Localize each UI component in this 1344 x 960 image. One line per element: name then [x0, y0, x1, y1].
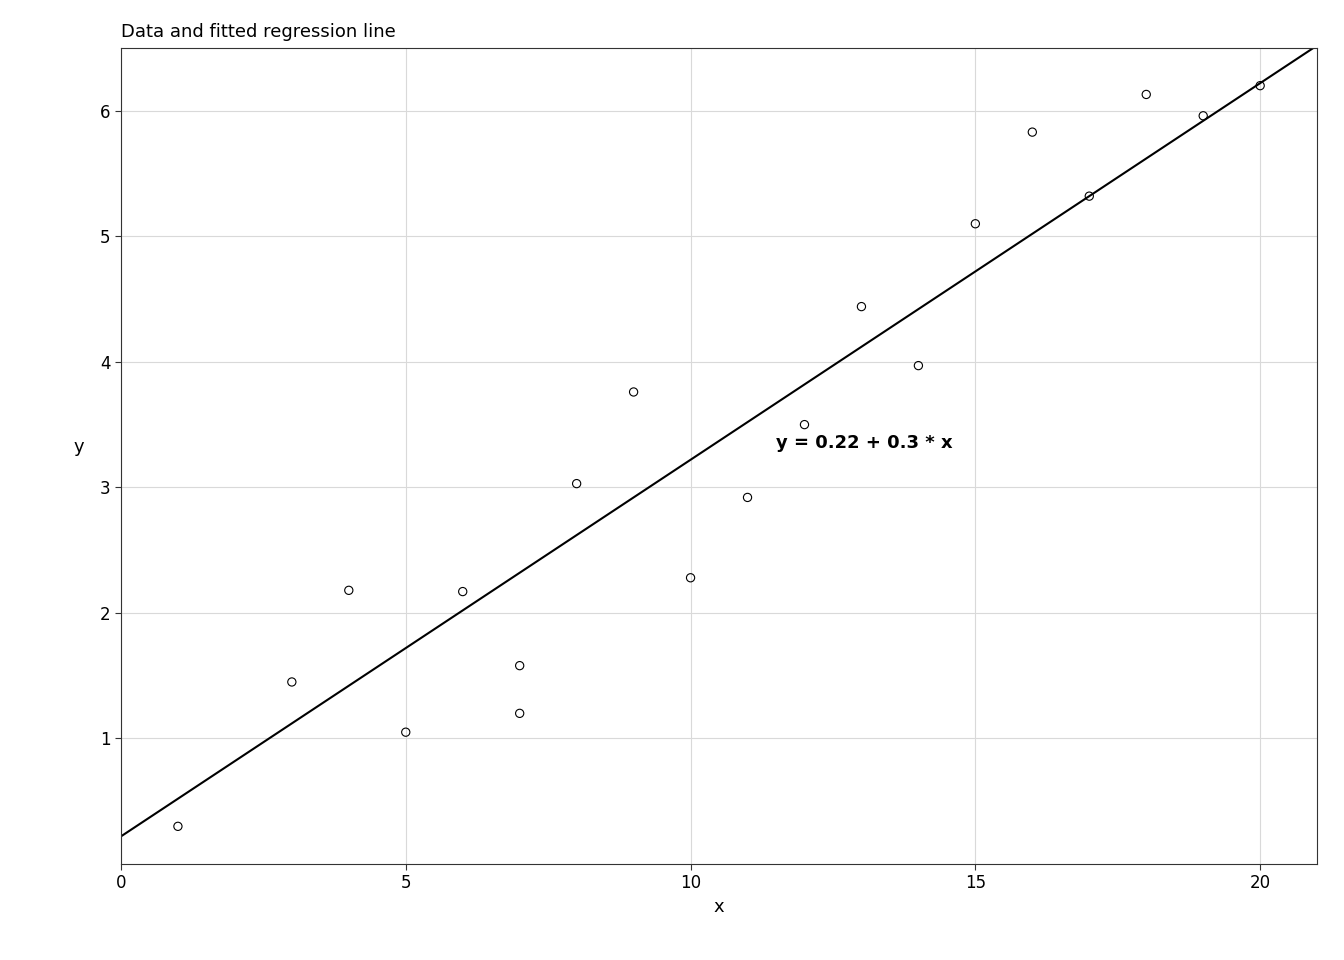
Point [1250, 78, 1271, 93]
Point [622, 384, 644, 399]
Y-axis label: y: y [74, 438, 85, 456]
Point [395, 725, 417, 740]
Point [452, 584, 473, 599]
Point [1078, 188, 1099, 204]
Point [566, 476, 587, 492]
X-axis label: x: x [714, 898, 724, 916]
Point [680, 570, 702, 586]
Point [851, 299, 872, 314]
Point [339, 583, 360, 598]
Point [1136, 86, 1157, 102]
Text: Data and fitted regression line: Data and fitted regression line [121, 23, 395, 41]
Point [281, 674, 302, 689]
Point [167, 819, 188, 834]
Text: y = 0.22 + 0.3 * x: y = 0.22 + 0.3 * x [775, 435, 953, 452]
Point [965, 216, 986, 231]
Point [907, 358, 929, 373]
Point [737, 490, 758, 505]
Point [509, 658, 531, 673]
Point [1192, 108, 1214, 124]
Point [509, 706, 531, 721]
Point [1021, 125, 1043, 140]
Point [794, 417, 816, 432]
